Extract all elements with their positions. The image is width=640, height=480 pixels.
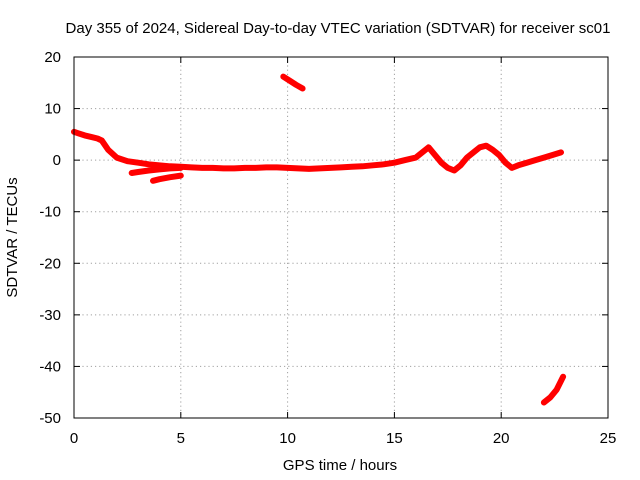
data-point xyxy=(210,165,215,171)
data-point xyxy=(554,387,559,392)
data-point xyxy=(285,165,290,171)
data-point xyxy=(360,164,365,169)
y-tick-label: -10 xyxy=(39,204,61,221)
data-point xyxy=(509,165,515,171)
data-point xyxy=(189,165,194,170)
y-tick-label: 10 xyxy=(44,101,61,118)
x-tick-label: 25 xyxy=(600,430,617,447)
data-point xyxy=(146,168,151,173)
y-tick-labels: -50 -40 -30 -20 -10 0 10 20 xyxy=(39,49,61,427)
data-point xyxy=(287,78,292,83)
data-point xyxy=(490,147,495,152)
y-tick-label: -40 xyxy=(39,358,61,375)
data-point xyxy=(95,136,100,141)
data-point xyxy=(293,82,299,88)
series-lower-branch-2 xyxy=(150,172,184,184)
data-point xyxy=(232,166,237,171)
x-tick-label: 15 xyxy=(386,430,403,447)
data-point xyxy=(533,157,538,163)
x-tick-label: 10 xyxy=(279,430,296,447)
data-point xyxy=(253,165,258,171)
data-point xyxy=(106,147,111,152)
data-point xyxy=(157,167,162,172)
data-point xyxy=(178,165,183,171)
series-bottom-segment xyxy=(540,373,567,406)
data-point xyxy=(413,155,418,160)
x-tick-label: 0 xyxy=(70,430,78,447)
data-point xyxy=(167,166,173,171)
data-point xyxy=(114,155,119,160)
data-point xyxy=(548,395,553,400)
data-point xyxy=(82,133,87,138)
data-point xyxy=(178,173,183,178)
data-point xyxy=(99,138,105,143)
data-point xyxy=(88,134,94,140)
data-point xyxy=(420,150,425,155)
data-point xyxy=(150,178,156,183)
x-axis-label: GPS time / hours xyxy=(283,457,397,474)
data-point xyxy=(274,165,280,170)
data-point xyxy=(317,166,322,171)
y-tick-label: 20 xyxy=(44,49,61,66)
y-tick-label: 0 xyxy=(53,152,61,169)
data-point xyxy=(477,145,482,150)
data-point xyxy=(452,168,457,173)
data-point xyxy=(550,152,555,158)
x-tick-label: 5 xyxy=(177,430,185,447)
data-point xyxy=(281,74,286,79)
data-series xyxy=(71,73,567,406)
data-point xyxy=(464,155,470,160)
data-point xyxy=(200,165,205,171)
data-point xyxy=(381,162,386,167)
data-point xyxy=(370,163,376,168)
data-point xyxy=(426,145,431,150)
data-point xyxy=(458,163,463,168)
data-point xyxy=(402,157,408,163)
x-tick-labels: 0 5 10 15 20 25 xyxy=(70,430,617,447)
data-point xyxy=(338,165,344,170)
data-point xyxy=(221,166,226,171)
data-point xyxy=(135,160,141,165)
y-axis-label: SDTVAR / TECUs xyxy=(4,177,21,297)
data-point xyxy=(125,159,130,164)
data-point xyxy=(432,152,438,158)
data-point xyxy=(167,175,173,180)
data-point xyxy=(296,166,301,171)
data-point xyxy=(76,131,81,136)
x-tick-label: 20 xyxy=(493,430,510,447)
data-point xyxy=(503,160,508,165)
data-point xyxy=(541,400,547,405)
data-point xyxy=(129,170,134,176)
data-point xyxy=(439,160,444,165)
data-point xyxy=(445,165,450,171)
y-tick-label: -30 xyxy=(39,307,61,324)
data-point xyxy=(349,164,354,169)
y-tick-label: -50 xyxy=(39,410,61,427)
data-point xyxy=(524,160,529,165)
data-point xyxy=(242,165,248,171)
data-point xyxy=(484,143,489,148)
data-point xyxy=(306,166,312,172)
data-point xyxy=(471,150,476,155)
data-point xyxy=(157,177,162,182)
y-tick-label: -20 xyxy=(39,255,61,272)
data-point xyxy=(264,165,269,170)
data-point xyxy=(328,165,333,171)
axis-ticks xyxy=(73,56,609,419)
plot-frame xyxy=(73,56,609,419)
data-point xyxy=(135,169,141,175)
chart-title: Day 355 of 2024, Sidereal Day-to-day VTE… xyxy=(66,20,611,37)
data-point xyxy=(558,150,564,155)
data-point xyxy=(516,163,521,168)
data-point xyxy=(541,155,547,160)
data-point xyxy=(146,162,151,167)
data-point xyxy=(496,152,502,158)
series-upper-segment xyxy=(280,73,306,92)
data-point xyxy=(300,86,305,91)
grid-lines xyxy=(74,57,608,418)
data-point xyxy=(392,160,397,165)
data-point xyxy=(560,374,566,379)
